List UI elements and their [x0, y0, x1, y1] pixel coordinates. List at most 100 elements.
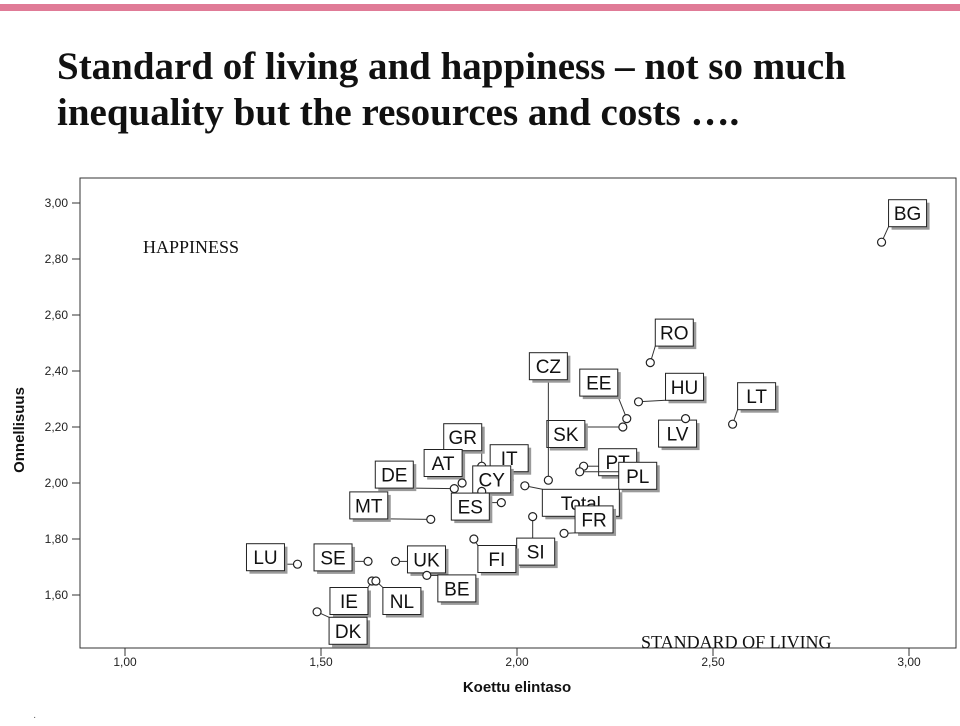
label-box	[888, 199, 928, 228]
point-pl: PL	[575, 461, 660, 493]
point-label: MT	[355, 496, 383, 517]
point-marker	[292, 559, 303, 569]
point-fr: FR	[559, 505, 617, 539]
label-box	[528, 352, 568, 381]
point-label: BE	[444, 579, 469, 600]
point-uk: UK	[390, 545, 449, 576]
point-label: HU	[671, 378, 698, 399]
point-marker	[422, 570, 432, 581]
point-ee: EE	[579, 368, 632, 424]
happiness-annotation: HAPPINESS	[143, 237, 239, 257]
label-box	[574, 505, 614, 534]
point-marker	[520, 481, 530, 491]
point-be: BE	[422, 570, 479, 605]
point-de: DE	[374, 460, 459, 494]
point-si: SI	[516, 511, 558, 569]
point-marker	[449, 484, 459, 494]
point-marker	[727, 419, 738, 429]
point-label: SK	[553, 425, 579, 446]
y-tick-label: 2,20	[45, 420, 69, 434]
x-tick-label: 3,00	[897, 655, 921, 669]
label-box	[406, 545, 446, 574]
point-lv: LV	[658, 414, 700, 451]
label-box	[437, 574, 477, 603]
label-box	[374, 460, 414, 489]
point-label: CZ	[536, 357, 562, 378]
label-box	[654, 318, 694, 347]
point-marker	[457, 478, 467, 488]
point-label: IE	[340, 592, 358, 613]
point-marker	[559, 528, 569, 539]
label-box	[328, 616, 368, 645]
slide-title-line-2: inequality but the resources and costs ……	[57, 91, 740, 134]
point-marker	[426, 514, 436, 525]
y-tick-label: 1,80	[45, 532, 69, 546]
point-dk: DK	[312, 607, 371, 648]
footer-mark: ·	[33, 712, 37, 723]
label-box	[516, 537, 556, 566]
point-marker	[469, 534, 479, 544]
point-label: DK	[335, 622, 362, 643]
label-box	[546, 420, 586, 448]
y-tick-label: 1,60	[45, 588, 69, 602]
point-label: RO	[660, 324, 689, 345]
point-fi: FI	[469, 534, 519, 576]
point-cz: CZ	[528, 352, 571, 485]
point-label: AT	[432, 454, 455, 475]
point-marker	[575, 467, 585, 477]
point-lt: LT	[727, 382, 779, 429]
point-marker	[876, 237, 887, 247]
label-box	[329, 587, 369, 615]
point-marker	[618, 422, 628, 432]
label-box	[450, 492, 490, 521]
point-label: LT	[746, 387, 767, 408]
point-ro: RO	[645, 318, 697, 368]
label-box	[658, 419, 698, 448]
label-box	[665, 372, 705, 401]
point-lu: LU	[245, 543, 303, 574]
label-box	[423, 449, 463, 477]
point-at: AT	[423, 449, 467, 488]
point-marker	[363, 556, 373, 567]
slide-title-line-1: Standard of living and happiness – not s…	[57, 45, 846, 88]
label-box	[313, 543, 353, 572]
point-label: SI	[527, 543, 545, 564]
top-accent-rule	[0, 4, 960, 11]
standard-of-living-annotation: STANDARD OF LIVING	[641, 632, 832, 652]
point-label: FR	[581, 510, 606, 531]
point-label: PL	[626, 467, 649, 488]
point-ie: IE	[329, 576, 377, 618]
label-box	[579, 368, 619, 397]
point-se: SE	[313, 543, 373, 574]
x-tick-label: 2,50	[701, 655, 725, 669]
point-bg: BG	[876, 199, 930, 247]
point-marker	[622, 414, 632, 424]
point-label: BG	[894, 204, 921, 225]
point-label: FI	[488, 550, 505, 571]
x-tick-label: 1,00	[113, 655, 137, 669]
leader-line	[387, 518, 431, 520]
leader-line	[413, 487, 455, 490]
label-box	[245, 543, 285, 572]
y-tick-label: 2,40	[45, 364, 69, 378]
point-label: DE	[381, 466, 407, 487]
scatter-chart: 1,60 1,80 2,00 2,20 2,40 2,60 2,80 3,00 1,00 1,5…	[11, 177, 957, 696]
point-hu: HU	[633, 372, 707, 407]
point-marker	[645, 358, 655, 368]
point-marker	[633, 397, 644, 407]
point-label: SE	[320, 548, 345, 569]
point-marker	[371, 576, 381, 586]
slide-title: Standard of living and happiness – not s…	[57, 44, 846, 136]
y-axis-title: Onnellisuus	[11, 387, 28, 473]
point-nl: NL	[371, 576, 424, 618]
point-cy: CY	[472, 465, 514, 496]
label-box	[382, 587, 422, 615]
point-sk: SK	[546, 420, 628, 451]
point-label: GR	[448, 428, 477, 449]
label-box	[477, 545, 517, 573]
point-label: CY	[479, 470, 506, 491]
point-label: UK	[413, 550, 440, 571]
y-tick-label: 3,00	[45, 196, 69, 210]
point-marker	[312, 607, 322, 617]
